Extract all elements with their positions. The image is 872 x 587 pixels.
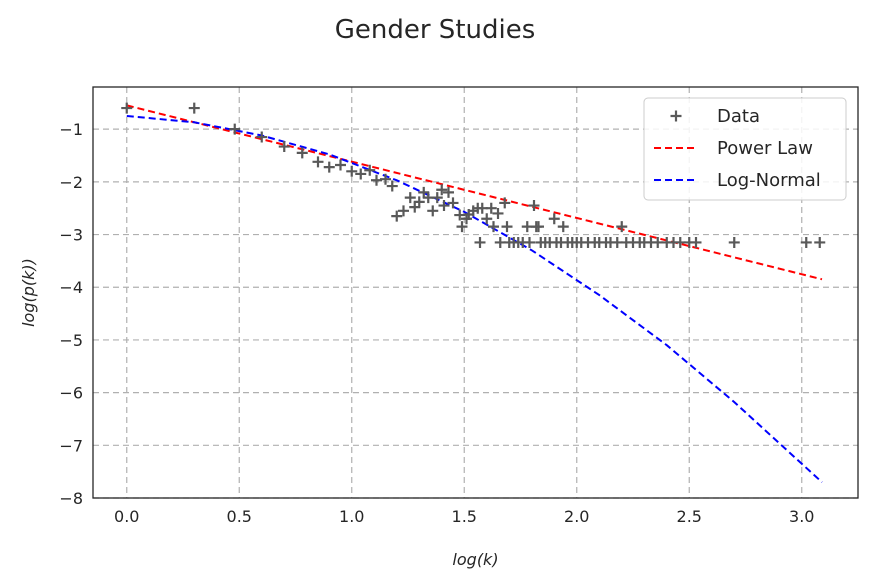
y-tick-label: −2 [59, 173, 83, 192]
data-point [335, 159, 346, 171]
data-point [364, 164, 376, 176]
x-tick-label: 3.0 [789, 507, 814, 526]
data-point [485, 202, 497, 214]
series-line-log-normal [126, 115, 823, 483]
x-tick-label: 0.0 [114, 507, 139, 526]
data-point [488, 221, 499, 233]
y-tick-label: −6 [59, 384, 83, 403]
data-point [413, 196, 425, 208]
data-point [296, 147, 308, 159]
data-point [499, 197, 511, 209]
y-tick-label: −4 [59, 278, 83, 297]
legend-label: Power Law [717, 138, 813, 159]
data-point [188, 102, 200, 114]
data-point [533, 221, 544, 233]
data-point [380, 173, 391, 185]
data-point [474, 236, 486, 248]
data-point [492, 207, 504, 219]
data-point [557, 221, 569, 233]
chart-title: Gender Studies [335, 15, 536, 45]
data-point [481, 213, 493, 225]
grid [93, 87, 858, 499]
y-tick-label: −5 [59, 331, 83, 350]
data-point [427, 205, 439, 217]
data-point [800, 236, 812, 248]
legend-label: Log-Normal [717, 170, 821, 191]
y-axis-label: log(p(k)) [19, 258, 38, 327]
x-tick-label: 1.0 [339, 507, 364, 526]
data-point [398, 205, 409, 217]
data-point [528, 200, 540, 212]
data-point [404, 192, 416, 204]
data-point [438, 200, 450, 212]
x-tick-label: 1.5 [452, 507, 477, 526]
legend-box [643, 97, 847, 201]
data-point [256, 131, 268, 143]
data-point [312, 156, 324, 168]
x-tick-label: 2.5 [677, 507, 702, 526]
tick-labels: 0.0 0.5 1.0 1.5 2.0 2.5 3.0 −1 −2 −3 −4 −5 −6 −7 −8 [59, 120, 814, 526]
data-point [355, 168, 367, 180]
data-point [501, 221, 513, 233]
data-point [391, 210, 403, 222]
x-tick-label: 2.0 [564, 507, 589, 526]
plot-frame [92, 86, 859, 499]
data-point [814, 236, 826, 248]
legend: Data Power Law Log-Normal [643, 97, 847, 201]
x-axis-label: log(k) [452, 550, 498, 569]
data-point [728, 236, 740, 248]
data-point [386, 180, 398, 192]
series-line-power-law [126, 104, 823, 281]
legend-label: Data [717, 106, 760, 127]
data-point [616, 221, 628, 233]
data-point [447, 197, 459, 209]
data-point [278, 141, 290, 153]
y-tick-label: −8 [59, 489, 83, 508]
y-tick-label: −3 [59, 226, 83, 245]
data-point [443, 186, 454, 198]
data-point [690, 236, 702, 248]
data-point [323, 161, 335, 173]
data-point [229, 123, 241, 135]
y-tick-label: −7 [59, 436, 83, 455]
series-layer [121, 102, 826, 483]
data-point [346, 165, 358, 177]
x-tick-label: 0.5 [227, 507, 252, 526]
data-point [456, 221, 468, 233]
data-point [524, 236, 535, 248]
data-point [121, 102, 133, 114]
legend-marker-data [670, 110, 682, 122]
data-point [431, 192, 443, 204]
data-point [436, 184, 448, 196]
y-tick-label: −1 [59, 120, 83, 139]
data-point [548, 213, 560, 225]
